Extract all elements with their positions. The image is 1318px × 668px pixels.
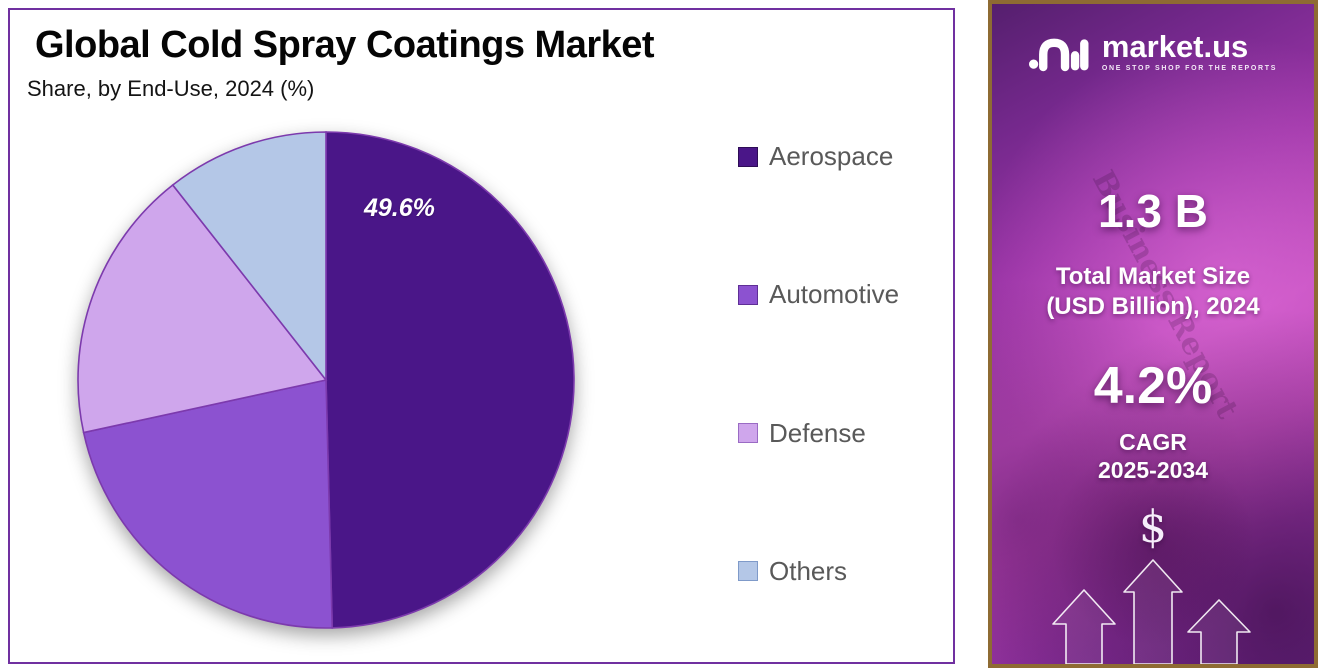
- legend-label-aerospace: Aerospace: [769, 141, 894, 171]
- legend-marker-defense: [738, 423, 758, 444]
- total-market-size-label-line2: (USD Billion), 2024: [1046, 293, 1260, 320]
- pie-slice-label: 49.6%: [364, 194, 435, 222]
- legend-item-aerospace: Aerospace: [738, 141, 899, 172]
- growth-arrow-middle: [1123, 559, 1183, 664]
- brand-logo: market.us ONE STOP SHOP FOR THE REPORTS: [992, 30, 1314, 74]
- cagr-label: CAGR 2025-2034: [992, 428, 1314, 484]
- pie-chart: 49.6%: [66, 120, 586, 640]
- growth-arrow-left: [1052, 589, 1116, 664]
- legend-label-automotive: Automotive: [769, 279, 900, 310]
- cagr-label-line1: CAGR: [1119, 429, 1187, 455]
- pie-slice-others: [171, 131, 327, 383]
- chart-title: Global Cold Spray Coatings Market: [35, 24, 655, 66]
- legend-item-defense: Defense: [738, 418, 899, 449]
- total-market-size-label: Total Market Size (USD Billion), 2024: [992, 262, 1314, 322]
- pie-svg: [77, 131, 575, 629]
- total-market-size-value: 1.3 B: [1098, 185, 1208, 237]
- legend-label-defense: Defense: [769, 417, 866, 448]
- chart-card: Global Cold Spray Coatings Market Share,…: [8, 8, 955, 664]
- legend: Aerospace Automotive Defense Others: [738, 141, 899, 587]
- total-market-size-label-line1: Total Market Size: [1055, 263, 1251, 290]
- legend-label-others: Others: [769, 555, 848, 586]
- growth-arrow-right: [1187, 599, 1251, 664]
- logo-tagline: ONE STOP SHOP FOR THE REPORTS: [1101, 65, 1278, 72]
- brand-panel: Business Report market.us ONE STOP SHOP …: [988, 0, 1318, 668]
- chart-subtitle: Share, by End-Use, 2024 (%): [27, 76, 315, 101]
- logo-wordmark: market.us: [1101, 29, 1249, 64]
- cagr-value: 4.2%: [1093, 357, 1213, 415]
- legend-marker-automotive: [738, 284, 758, 305]
- legend-item-automotive: Automotive: [738, 279, 899, 310]
- legend-item-others: Others: [738, 556, 899, 587]
- pie-slice-defense: [77, 183, 328, 434]
- pie-slice-aerospace: [325, 131, 575, 629]
- growth-arrows-icon: [1052, 559, 1251, 664]
- legend-marker-others: [738, 561, 758, 582]
- pie-slice-automotive: [82, 379, 334, 629]
- dollar-sign-icon: $: [1139, 502, 1167, 553]
- logo-text-block: market.us ONE STOP SHOP FOR THE REPORTS: [1101, 29, 1278, 72]
- cagr-label-line2: 2025-2034: [1098, 457, 1208, 483]
- legend-marker-aerospace: [738, 146, 758, 167]
- market-us-logo-icon: [1028, 38, 1089, 72]
